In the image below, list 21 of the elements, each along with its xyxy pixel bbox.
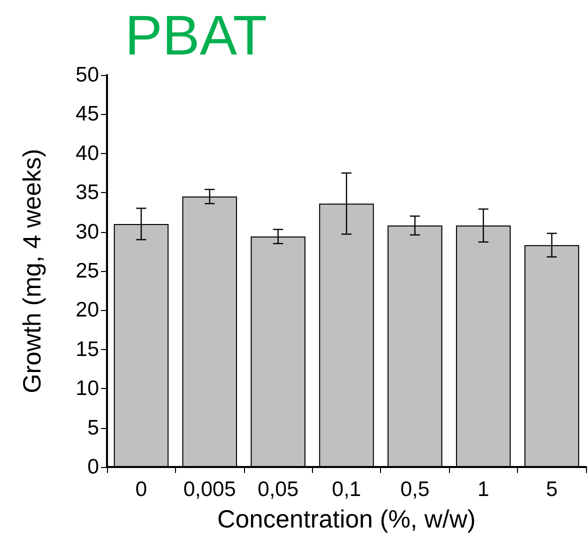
- x-tick-label: 1: [478, 478, 490, 501]
- x-axis-title: Concentration (%, w/w): [217, 506, 476, 534]
- y-tick-label: 20: [76, 298, 99, 322]
- y-tick-label: 40: [76, 142, 99, 165]
- x-tick-label: 0,1: [332, 478, 362, 501]
- y-tick-label: 35: [76, 181, 99, 204]
- chart-title: PBAT: [125, 4, 268, 66]
- y-tick-label: 0: [87, 456, 99, 478]
- y-tick-label: 15: [76, 338, 99, 361]
- x-tick-label: 5: [546, 478, 558, 501]
- x-tick-label: 0,5: [400, 478, 430, 501]
- x-tick-label: 0: [135, 478, 148, 501]
- y-tick-label: 50: [76, 64, 99, 86]
- y-tick-label: 10: [76, 377, 99, 400]
- y-tick-label: 30: [76, 220, 99, 244]
- y-tick-label: 45: [76, 102, 99, 126]
- y-axis-title: Growth (mg, 4 weeks): [18, 148, 46, 394]
- y-tick-label: 5: [87, 416, 99, 440]
- x-tick-label: 0,005: [183, 478, 236, 501]
- y-tick-label: 25: [76, 260, 99, 282]
- x-tick-label: 0,05: [258, 478, 299, 501]
